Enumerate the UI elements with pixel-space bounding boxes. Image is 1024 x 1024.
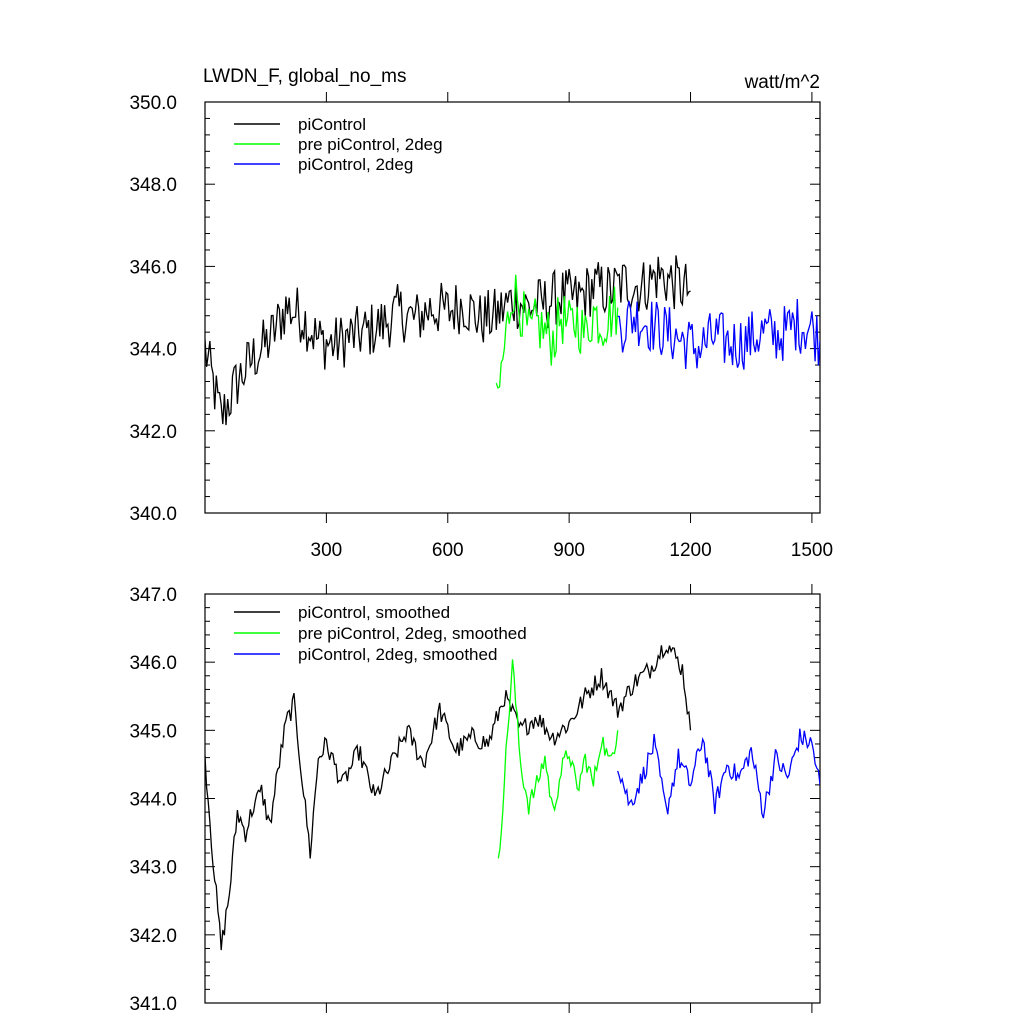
x-tick-label: 300 <box>311 540 343 561</box>
y-tick-label: 341.0 <box>129 994 177 1015</box>
series-line-2 <box>617 298 820 370</box>
x-tick-label: 600 <box>432 540 464 561</box>
legend-label: piControl <box>298 115 366 134</box>
y-tick-label: 346.0 <box>129 257 177 278</box>
series-line-1 <box>497 659 619 859</box>
legend-label: piControl, 2deg, smoothed <box>298 645 497 664</box>
y-tick-label: 344.0 <box>129 340 177 361</box>
panel-top: 340.0 342.0 344.0 346.0 348.0 350.0 300 600 900 1… <box>129 66 833 561</box>
y-tick-label: 345.0 <box>129 721 177 742</box>
y-tick-label: 344.0 <box>129 790 177 811</box>
y-tick-label: 347.0 <box>129 585 177 606</box>
y-tick-label: 343.0 <box>129 858 177 879</box>
x-tick-label: 900 <box>553 540 585 561</box>
series-line-1 <box>495 274 619 389</box>
y-tick-label: 342.0 <box>129 926 177 947</box>
units-label: watt/m^2 <box>744 72 820 93</box>
chart-title: LWDN_F, global_no_ms <box>203 66 406 87</box>
legend-label: piControl, 2deg <box>298 155 413 174</box>
series-line-0 <box>205 645 692 951</box>
legend-label: pre piControl, 2deg, smoothed <box>298 624 527 643</box>
y-tick-label: 348.0 <box>129 175 177 196</box>
plot-frame <box>204 101 821 514</box>
series-line-0 <box>205 255 691 426</box>
y-tick-label: 346.0 <box>129 653 177 674</box>
panel-bottom: 341.0 342.0 343.0 344.0 345.0 346.0 347.0 piCon… <box>129 584 821 1015</box>
x-tick-label: 1200 <box>669 540 711 561</box>
y-tick-label: 340.0 <box>129 504 177 525</box>
legend-label: pre piControl, 2deg <box>298 135 443 154</box>
legend-label: piControl, smoothed <box>298 603 450 622</box>
series-line-2 <box>617 728 820 819</box>
y-tick-label: 350.0 <box>129 93 177 114</box>
y-tick-label: 342.0 <box>129 422 177 443</box>
x-tick-label: 1500 <box>791 540 833 561</box>
